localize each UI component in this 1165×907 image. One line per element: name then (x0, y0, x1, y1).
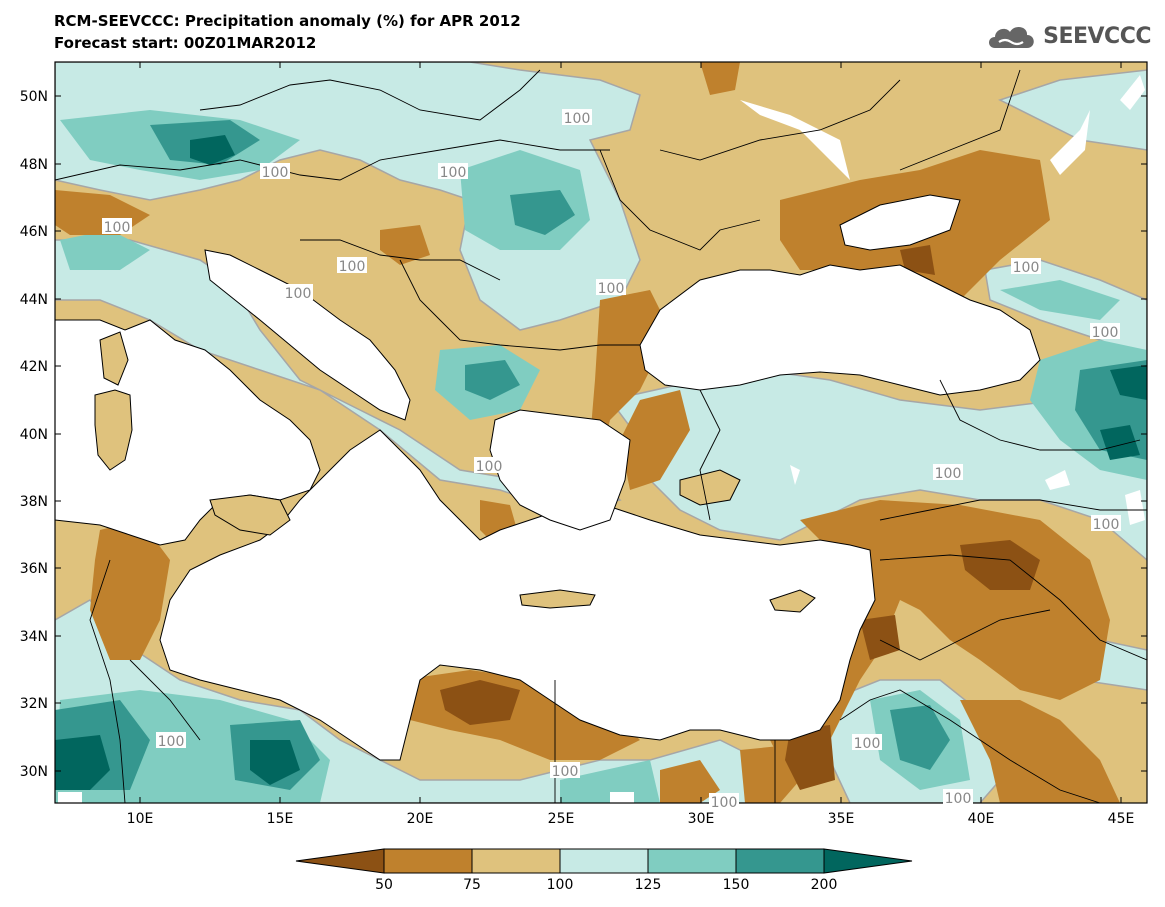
legend-swatch (471, 848, 561, 874)
lat-label: 38N (20, 494, 48, 510)
map-area (55, 62, 1147, 803)
lat-label: 30N (20, 764, 48, 780)
contour-label: 100 (854, 736, 881, 752)
legend-low-triangle (295, 848, 385, 874)
contour-label-bg (1011, 258, 1041, 274)
missing-data-patches (58, 75, 1145, 803)
sea-areas (55, 194, 1041, 761)
contour-label-bg (260, 163, 290, 179)
contour-labels: 100 100 100 100 100 100 100 100 100 100 100 100 100 1… (102, 109, 1121, 811)
contour-label-bg (102, 218, 132, 234)
lon-label: 35E (828, 811, 855, 827)
anomaly-very-wet (55, 135, 1147, 790)
colorbar-legend: 50 75 100 125 150 200 (295, 848, 913, 893)
lat-label: 40N (20, 427, 48, 443)
contour-label-bg (337, 257, 367, 273)
contour-label: 100 (104, 220, 131, 236)
forecast-start: Forecast start: 00Z01MAR2012 (54, 34, 317, 52)
contour-label-bg (852, 734, 882, 750)
legend-swatch (559, 848, 649, 874)
lon-label: 20E (407, 811, 434, 827)
lat-label: 36N (20, 561, 48, 577)
contour-label: 100 (711, 795, 738, 811)
lat-label: 48N (20, 157, 48, 173)
islands (94, 331, 816, 613)
contour-label: 100 (945, 791, 972, 807)
contour-label-bg (283, 284, 313, 300)
contour-label-bg (1090, 323, 1120, 339)
legend-tick-label: 50 (375, 877, 393, 893)
contour-label: 100 (262, 165, 289, 181)
anomaly-very-dry (440, 245, 1040, 790)
contour-label-bg (438, 163, 468, 179)
legend-swatch (735, 848, 825, 874)
map-title: RCM-SEEVCCC: Precipitation anomaly (%) f… (54, 12, 521, 30)
cloud-icon (989, 26, 1034, 48)
contour-label: 100 (1013, 260, 1040, 276)
contour-label: 100 (1092, 325, 1119, 341)
contour-label: 100 (285, 286, 312, 302)
map-frame (54, 61, 1148, 804)
contour-label-bg (474, 457, 504, 473)
contour-label: 100 (476, 459, 503, 475)
lat-label: 46N (20, 224, 48, 240)
legend-tick-label: 200 (811, 877, 838, 893)
legend-tick-label: 100 (547, 877, 574, 893)
lon-label: 25E (548, 811, 575, 827)
contour-label-bg (596, 279, 626, 295)
legend-swatch (647, 848, 737, 874)
lon-label: 10E (127, 811, 154, 827)
lon-label: 40E (968, 811, 995, 827)
contour-label: 100 (935, 466, 962, 482)
contour-label: 100 (564, 111, 591, 127)
contour-label: 100 (552, 764, 579, 780)
seevccc-logo: SEEVCCC (985, 20, 1151, 52)
contour-label-bg (933, 464, 963, 480)
contour-label: 100 (1093, 517, 1120, 533)
contour-label-bg (550, 762, 580, 778)
lon-label: 45E (1108, 811, 1135, 827)
longitude-axis: 10E 15E 20E 25E 30E 35E 40E 45E (127, 62, 1135, 827)
contour-label-bg (709, 793, 739, 809)
lat-label: 50N (20, 89, 48, 105)
logo-text: SEEVCCC (1043, 23, 1151, 49)
legend-tick-label: 150 (723, 877, 750, 893)
legend-tick-label: 125 (635, 877, 662, 893)
contour-label-bg (1091, 515, 1121, 531)
lat-label: 34N (20, 629, 48, 645)
country-borders (55, 69, 1147, 803)
contour-label-bg (562, 109, 592, 125)
contour-label: 100 (339, 259, 366, 275)
lat-label: 32N (20, 696, 48, 712)
legend-swatch (383, 848, 473, 874)
contour-label: 100 (440, 165, 467, 181)
contour-label-bg (943, 789, 973, 805)
lon-label: 15E (267, 811, 294, 827)
lon-label: 30E (688, 811, 715, 827)
contour-label: 100 (598, 281, 625, 297)
latitude-axis: 50N 48N 46N 44N 42N 40N 38N 36N 34N 32N 30N (20, 89, 1147, 780)
contour-label-bg (156, 732, 186, 748)
lat-label: 42N (20, 359, 48, 375)
contour-label: 100 (158, 734, 185, 750)
legend-high-triangle (823, 848, 913, 874)
legend-tick-label: 75 (463, 877, 481, 893)
lat-label: 44N (20, 292, 48, 308)
